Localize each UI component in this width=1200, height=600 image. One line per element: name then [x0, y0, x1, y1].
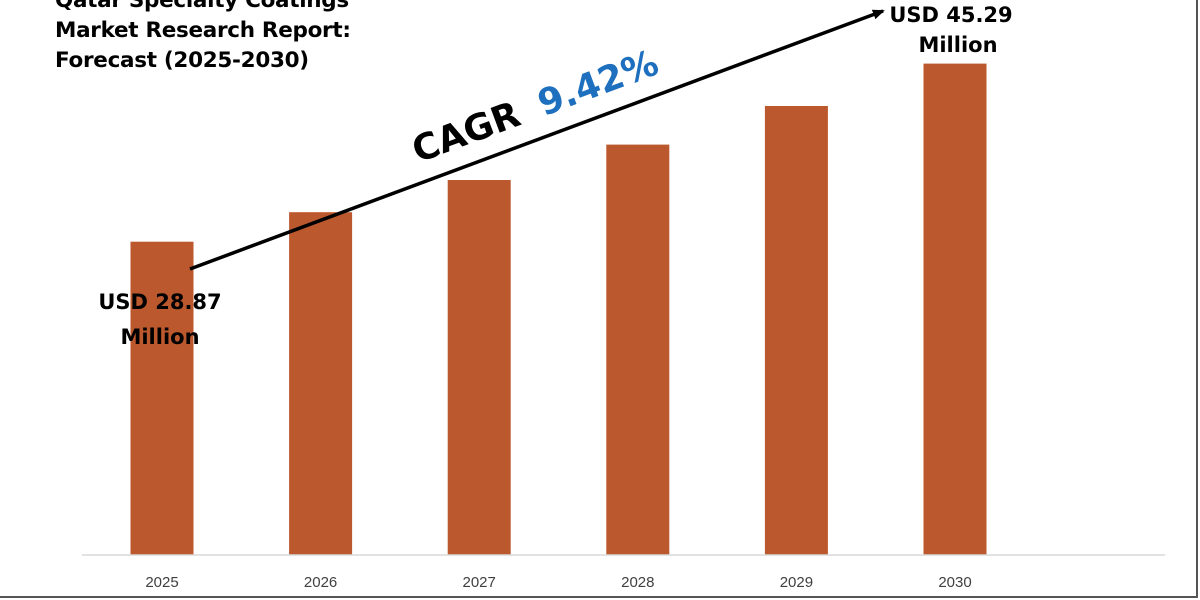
bar-2030	[923, 63, 987, 555]
cagr-text: CAGR	[407, 94, 526, 171]
end-value-label: USD 45.29	[889, 3, 1012, 27]
bar-2028	[606, 144, 670, 555]
x-tick-label-2029: 2029	[780, 574, 813, 591]
x-tick-label-2030: 2030	[938, 574, 971, 591]
start-unit-label: Million	[120, 325, 199, 349]
title-line-1: Qatar Specialty Coatings	[55, 0, 349, 13]
bar-2025	[130, 241, 194, 555]
cagr-value: 9.42%	[533, 43, 664, 125]
end-unit-label: Million	[918, 33, 997, 57]
bar-2027	[447, 180, 511, 555]
bar-2026	[289, 212, 353, 555]
chart-title: Qatar Specialty Coatings Market Research…	[55, 0, 475, 76]
bars-group	[130, 63, 987, 555]
trend-arrow	[189, 9, 885, 271]
x-tick-label-2026: 2026	[304, 574, 337, 591]
x-tick-label-2025: 2025	[145, 574, 178, 591]
title-line-2: Market Research Report:	[55, 18, 351, 43]
x-tick-label-2028: 2028	[621, 574, 654, 591]
title-line-3: Forecast (2025-2030)	[55, 48, 309, 73]
x-tick-labels: 2025 2026 2027 2028 2029 2030	[145, 574, 971, 591]
start-value-label: USD 28.87	[98, 290, 221, 314]
x-tick-label-2027: 2027	[463, 574, 496, 591]
bar-2029	[764, 106, 828, 555]
